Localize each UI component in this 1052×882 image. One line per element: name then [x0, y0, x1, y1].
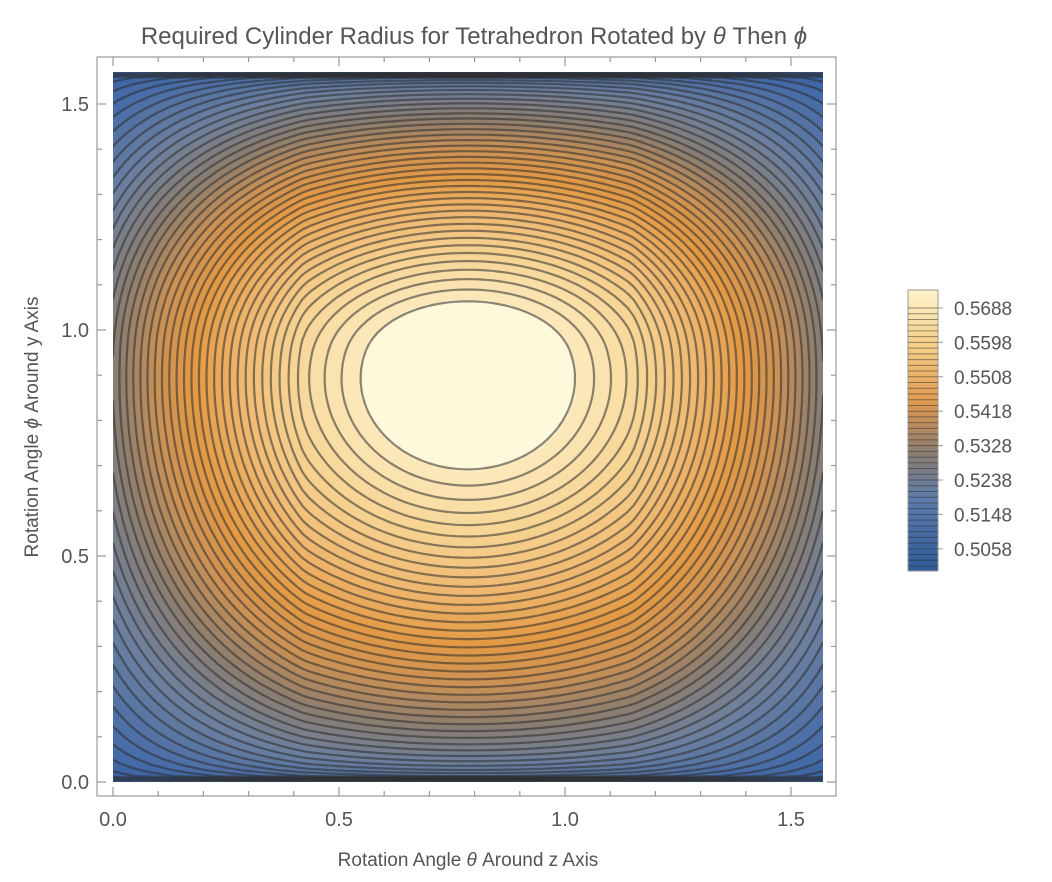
- legend-label-0: 0.5688: [954, 299, 1012, 320]
- legend-level-lines: [908, 307, 938, 567]
- y-tick-label-0: 0.0: [61, 772, 89, 794]
- contour-line-45: [359, 300, 577, 471]
- contour-line-19: [125, 122, 811, 719]
- legend-color-bar: [907, 289, 939, 572]
- contour-line-22: [146, 139, 790, 696]
- y-tick-label-1: 0.5: [61, 546, 89, 568]
- contour-line-38: [269, 236, 666, 559]
- legend-label-2: 0.5508: [954, 368, 1012, 389]
- contour-line-27: [182, 167, 753, 657]
- contour-line-18: [118, 117, 818, 726]
- legend-label-5: 0.5238: [954, 471, 1012, 492]
- contour-line-36: [252, 222, 683, 579]
- contour-line-43: [323, 278, 613, 501]
- chart-title: Required Cylinder Radius for Tetrahedron…: [141, 23, 807, 50]
- contour-lines: [113, 72, 823, 782]
- y-tick-label-3: 1.5: [61, 94, 89, 116]
- contour-line-23: [153, 144, 783, 689]
- contour-line-25: [168, 155, 768, 673]
- contour-line-10: [113, 81, 823, 772]
- contour-line-29: [197, 178, 738, 641]
- legend-label-6: 0.5148: [954, 505, 1012, 526]
- legend-label-4: 0.5328: [954, 437, 1012, 458]
- contour-line-17: [113, 112, 823, 733]
- contour-line-12: [113, 88, 823, 763]
- legend-label-7: 0.5058: [954, 540, 1012, 561]
- x-tick-label-2: 1.0: [551, 809, 579, 831]
- tick-labels: 0.0 0.5 1.0 1.5 0.0 0.5 1.0 1.5: [61, 94, 805, 831]
- y-tick-label-2: 1.0: [61, 320, 89, 342]
- contour-line-42: [308, 268, 628, 515]
- contour-line-13: [113, 93, 823, 758]
- contour-line-16: [113, 107, 823, 739]
- x-axis-label: Rotation Angle θ Around z Axis: [338, 850, 599, 871]
- contour-line-21: [139, 133, 797, 704]
- contour-line-35: [244, 216, 692, 588]
- legend-label-3: 0.5418: [954, 402, 1012, 423]
- legend-labels: 0.5688 0.5598 0.5508 0.5418 0.5328 0.5238 0.51…: [938, 299, 1012, 561]
- contour-line-40: [287, 251, 649, 538]
- axis-ticks: [97, 57, 836, 796]
- contour-line-8: [113, 76, 823, 778]
- contour-line-11: [113, 85, 823, 767]
- contour-line-31: [213, 190, 723, 624]
- contour-line-15: [113, 102, 823, 746]
- x-tick-label-3: 1.5: [777, 809, 805, 831]
- contour-line-20: [132, 128, 804, 711]
- contour-line-44: [340, 288, 596, 487]
- contour-line-34: [236, 209, 700, 597]
- contour-line-9: [113, 79, 823, 775]
- contour-line-32: [220, 197, 715, 615]
- contour-line-33: [228, 203, 708, 606]
- contour-line-41: [296, 260, 639, 527]
- contour-line-37: [261, 229, 675, 569]
- contour-line-28: [190, 173, 746, 649]
- x-tick-label-1: 0.5: [325, 809, 353, 831]
- plot-frame: [96, 56, 837, 797]
- contour-line-30: [205, 184, 731, 632]
- y-axis-label: Rotation Angle ϕ Around y Axis: [22, 297, 43, 558]
- color-legend: 0.5688 0.5598 0.5508 0.5418 0.5328 0.5238 0.51…: [907, 289, 1012, 572]
- contour-line-26: [175, 161, 761, 665]
- legend-label-1: 0.5598: [954, 333, 1012, 354]
- plot-area: [113, 72, 823, 782]
- contour-line-39: [278, 244, 658, 549]
- contour-line-24: [160, 150, 775, 681]
- x-tick-label-0: 0.0: [99, 809, 127, 831]
- contour-line-14: [113, 97, 823, 752]
